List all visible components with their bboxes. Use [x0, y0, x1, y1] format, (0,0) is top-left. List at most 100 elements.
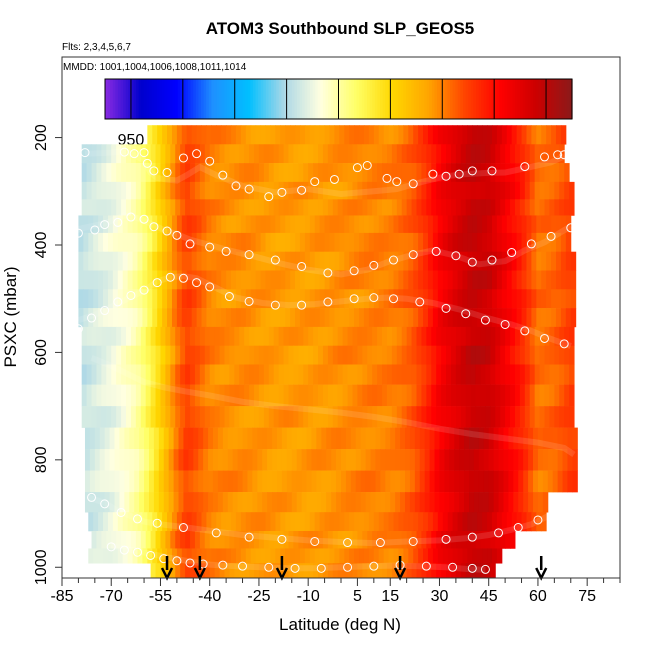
heatmap-cell: [342, 531, 349, 549]
heatmap-cell: [554, 364, 560, 385]
heatmap-cell: [490, 531, 496, 549]
heatmap-cell: [140, 326, 147, 346]
heatmap-cell: [221, 512, 227, 532]
y-tick-label: 600: [33, 339, 50, 366]
heatmap-cell: [524, 199, 531, 216]
heatmap-cell: [191, 125, 198, 145]
heatmap-cell: [560, 270, 567, 290]
heatmap-cell: [372, 364, 378, 385]
data-marker: [100, 499, 110, 509]
heatmap-cell: [296, 492, 303, 513]
heatmap-cell: [403, 308, 409, 328]
colorbar-swatch: [224, 79, 228, 119]
heatmap-cell: [349, 308, 355, 328]
heatmap-cell: [373, 548, 380, 564]
heatmap-cell: [531, 270, 537, 290]
heatmap-cell: [153, 449, 160, 471]
heatmap-cell: [388, 251, 395, 271]
heatmap-cell: [117, 251, 124, 271]
heatmap-cell: [531, 251, 537, 271]
heatmap-cell: [224, 199, 230, 216]
heatmap-cell: [452, 125, 459, 145]
colorbar-swatch: [400, 79, 404, 119]
heatmap-cell: [327, 326, 334, 346]
colorbar-swatch: [289, 79, 293, 119]
heatmap-cell: [510, 406, 516, 428]
data-marker: [192, 278, 202, 288]
heatmap-cell: [450, 384, 457, 407]
heatmap-cell: [516, 289, 523, 309]
heatmap-cell: [88, 548, 94, 564]
heatmap-cell: [106, 364, 112, 385]
heatmap-cell: [193, 449, 199, 471]
heatmap-cell: [235, 215, 242, 234]
heatmap-cell: [167, 232, 173, 253]
heatmap-cell: [373, 232, 380, 253]
heatmap-cell: [391, 364, 398, 385]
heatmap-cell: [526, 251, 532, 271]
heatmap-cell: [304, 512, 311, 532]
heatmap-cell: [528, 470, 534, 493]
heatmap-cell: [186, 548, 193, 564]
heatmap-cell: [235, 289, 242, 309]
heatmap-cell: [191, 289, 198, 309]
data-marker: [244, 532, 254, 542]
colorbar-swatch: [320, 79, 324, 119]
heatmap-cell: [413, 251, 419, 271]
heatmap-cell: [378, 125, 385, 145]
heatmap-cell: [299, 125, 306, 145]
data-marker: [100, 306, 110, 316]
heatmap-cell: [234, 199, 240, 216]
heatmap-cell: [229, 364, 235, 385]
data-marker: [487, 255, 497, 265]
heatmap-cell: [313, 531, 319, 549]
data-marker: [461, 309, 471, 319]
heatmap-cell: [469, 492, 475, 513]
heatmap-cell: [406, 345, 413, 365]
colorbar-swatch: [351, 79, 355, 119]
heatmap-cell: [480, 326, 486, 346]
heatmap-cell: [326, 470, 332, 493]
heatmap-cell: [112, 548, 119, 564]
heatmap-cell: [564, 326, 570, 346]
heatmap-cell: [380, 449, 386, 471]
heatmap-cell: [485, 144, 491, 164]
heatmap-cell: [514, 384, 521, 407]
heatmap-cell: [447, 251, 454, 271]
heatmap-cell: [222, 492, 229, 513]
heatmap-cell: [209, 406, 216, 428]
heatmap-cell: [185, 163, 191, 183]
heatmap-cell: [111, 531, 117, 549]
heatmap-cell: [308, 199, 314, 216]
heatmap-cell: [217, 449, 224, 471]
heatmap-cell: [273, 364, 280, 385]
heatmap-cell: [542, 427, 549, 450]
heatmap-cell: [427, 251, 434, 271]
heatmap-cell: [306, 427, 312, 450]
colorbar-swatch: [476, 79, 480, 119]
heatmap-cell: [88, 251, 94, 271]
heatmap-cell: [491, 251, 498, 271]
heatmap-cell: [501, 270, 508, 290]
heatmap-cell: [503, 449, 509, 471]
heatmap-cell: [175, 563, 181, 578]
heatmap-cell: [91, 406, 97, 428]
heatmap-cell: [194, 163, 201, 183]
heatmap-cell: [355, 492, 362, 513]
heatmap-cell: [360, 427, 367, 450]
heatmap-cell: [421, 326, 427, 346]
heatmap-cell: [224, 345, 230, 365]
heatmap-cell: [84, 449, 91, 471]
heatmap-cell: [314, 215, 321, 234]
heatmap-cell: [229, 531, 235, 549]
data-marker: [290, 563, 300, 573]
heatmap-cell: [345, 492, 352, 513]
heatmap-cell: [472, 270, 478, 290]
heatmap-cell: [145, 364, 152, 385]
heatmap-cell: [436, 199, 442, 216]
heatmap-cell: [290, 232, 296, 253]
heatmap-cell: [88, 232, 94, 253]
heatmap-cell: [165, 345, 171, 365]
heatmap-cell: [485, 406, 491, 428]
colorbar-swatch: [507, 79, 511, 119]
